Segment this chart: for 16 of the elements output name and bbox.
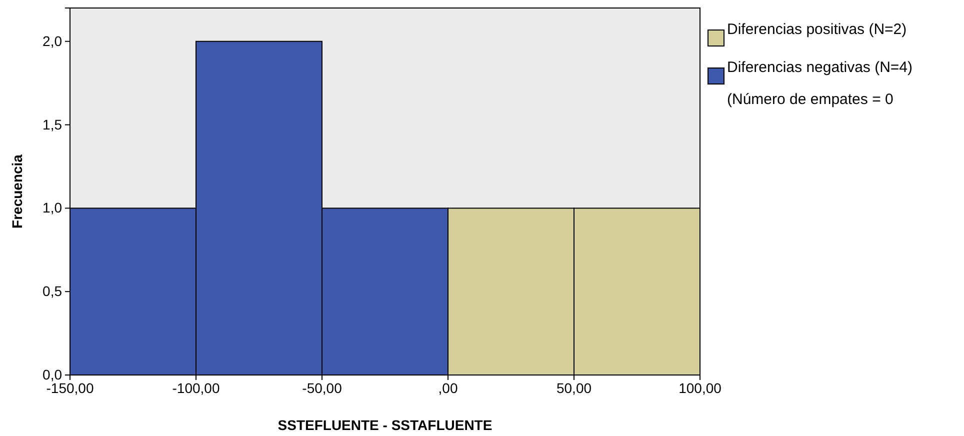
x-tick-label: 50,00 [556, 380, 592, 396]
x-tick-label: -150,00 [46, 380, 94, 396]
x-axis-title: SSTEFLUENTE - SSTAFLUENTE [278, 417, 492, 433]
y-axis-title: Frecuencia [9, 154, 25, 228]
x-tick-label: -100,00 [172, 380, 220, 396]
x-tick-label: 100,00 [678, 380, 722, 396]
y-tick-label: 0,5 [42, 283, 62, 300]
x-tick-label: ,00 [438, 380, 458, 396]
y-tick-label: 1,5 [42, 116, 62, 132]
legend-label: Diferencias negativas (N=4) [727, 59, 913, 76]
legend-label: Diferencias positivas (N=2) [727, 21, 907, 38]
y-tick-label: 0,0 [42, 366, 62, 382]
x-tick-label: -50,00 [302, 380, 342, 396]
y-tick-label: 2,0 [42, 32, 62, 49]
text: (Número de empates = 0 [727, 91, 894, 108]
y-tick-label: 1,0 [42, 200, 62, 216]
